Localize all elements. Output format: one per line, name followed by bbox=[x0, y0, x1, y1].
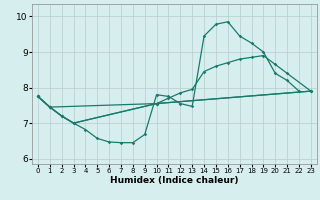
X-axis label: Humidex (Indice chaleur): Humidex (Indice chaleur) bbox=[110, 176, 239, 185]
